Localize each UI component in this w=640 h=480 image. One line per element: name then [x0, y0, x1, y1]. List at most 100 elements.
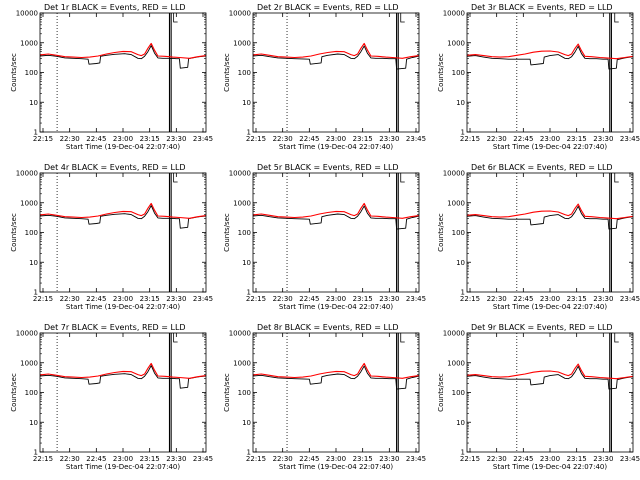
lld-series-line [252, 362, 420, 379]
marker-flag [173, 173, 178, 183]
x-tick-label: 22:30 [487, 295, 507, 303]
x-tick-label: 22:45 [513, 135, 533, 143]
x-tick-label: 23:30 [593, 295, 613, 303]
y-tick-label: 10 [242, 99, 251, 107]
y-tick-label: 100 [452, 229, 465, 237]
x-tick-label: 22:30 [60, 135, 80, 143]
chart-panel: Det 4r BLACK = Events, RED = LLD 1 10 100 10… [10, 163, 213, 311]
y-axis-label: Counts/sec [10, 53, 18, 92]
x-tick-label: 23:15 [567, 135, 587, 143]
x-tick-label: 23:15 [140, 455, 160, 463]
lld-series-line [252, 202, 420, 219]
x-tick-label: 22:30 [60, 295, 80, 303]
y-tick-label: 10 [456, 259, 465, 267]
chart-panel: Det 8r BLACK = Events, RED = LLD 1 10 100 10… [223, 323, 426, 471]
y-tick-label: 10000 [443, 330, 465, 338]
x-axis-label: Start Time (19-Dec-04 22:07:40) [279, 303, 393, 311]
x-tick-label: 22:30 [273, 135, 293, 143]
y-tick-label: 10000 [16, 330, 38, 338]
x-tick-label: 22:30 [487, 135, 507, 143]
chart-panel: Det 7r BLACK = Events, RED = LLD 1 10 100 10… [10, 323, 213, 471]
marker-flag [400, 333, 405, 343]
x-tick-label: 23:30 [166, 295, 186, 303]
y-tick-label: 100 [452, 389, 465, 397]
chart-title: Det 9r BLACK = Events, RED = LLD [471, 323, 613, 332]
marker-flag [614, 13, 619, 23]
y-tick-label: 10000 [229, 330, 251, 338]
marker-flag [614, 173, 619, 183]
y-axis-label: Counts/sec [437, 213, 445, 252]
x-tick-label: 23:00 [326, 455, 346, 463]
events-series-line [466, 205, 634, 230]
plot-frame [252, 332, 420, 453]
x-tick-label: 23:30 [379, 135, 399, 143]
x-tick-label: 22:15 [460, 135, 480, 143]
x-tick-label: 22:45 [513, 455, 533, 463]
y-tick-label: 1 [247, 449, 251, 457]
y-tick-label: 100 [238, 229, 251, 237]
y-tick-label: 1000 [20, 39, 38, 47]
y-tick-label: 1000 [447, 359, 465, 367]
events-series-line [39, 45, 207, 69]
marker-flag [173, 13, 178, 23]
x-tick-label: 23:45 [406, 135, 426, 143]
lld-series-line [466, 203, 634, 220]
chart-title: Det 1r BLACK = Events, RED = LLD [44, 3, 186, 12]
x-tick-label: 22:15 [33, 455, 53, 463]
x-tick-label: 22:30 [273, 295, 293, 303]
y-tick-label: 10000 [16, 170, 38, 178]
x-tick-label: 23:15 [567, 455, 587, 463]
y-axis-label: Counts/sec [10, 213, 18, 252]
x-tick-label: 23:30 [379, 455, 399, 463]
x-tick-label: 23:45 [620, 295, 640, 303]
x-tick-label: 22:30 [60, 455, 80, 463]
plot-frame [39, 332, 207, 453]
y-axis-label: Counts/sec [10, 373, 18, 412]
y-tick-label: 1000 [447, 199, 465, 207]
y-tick-label: 10 [29, 419, 38, 427]
x-tick-label: 22:45 [86, 135, 106, 143]
x-tick-label: 23:30 [166, 135, 186, 143]
y-tick-label: 10000 [229, 10, 251, 18]
events-series-line [466, 365, 634, 390]
x-tick-label: 22:45 [299, 135, 319, 143]
y-tick-label: 100 [25, 69, 38, 77]
x-tick-label: 23:45 [193, 295, 213, 303]
x-tick-label: 23:00 [113, 135, 133, 143]
y-tick-label: 1 [247, 129, 251, 137]
y-tick-label: 1 [247, 289, 251, 297]
plot-frame [39, 172, 207, 293]
y-tick-label: 1 [461, 289, 465, 297]
x-axis-label: Start Time (19-Dec-04 22:07:40) [66, 143, 180, 151]
chart-title: Det 7r BLACK = Events, RED = LLD [44, 323, 186, 332]
x-tick-label: 22:45 [86, 295, 106, 303]
y-tick-label: 100 [25, 229, 38, 237]
x-axis-label: Start Time (19-Dec-04 22:07:40) [493, 303, 607, 311]
x-tick-label: 22:30 [487, 455, 507, 463]
y-tick-label: 1000 [233, 359, 251, 367]
plot-frame [252, 172, 420, 293]
y-tick-label: 100 [452, 69, 465, 77]
y-axis-label: Counts/sec [223, 373, 231, 412]
x-tick-label: 23:30 [593, 455, 613, 463]
x-tick-label: 23:45 [406, 295, 426, 303]
lld-series-line [39, 202, 207, 219]
x-tick-label: 22:15 [246, 135, 266, 143]
y-tick-label: 1 [461, 129, 465, 137]
lld-series-line [466, 363, 634, 380]
y-axis-label: Counts/sec [437, 53, 445, 92]
x-tick-label: 22:45 [86, 455, 106, 463]
y-tick-label: 1000 [20, 199, 38, 207]
x-tick-label: 23:15 [353, 455, 373, 463]
lld-series-line [39, 362, 207, 379]
y-tick-label: 10 [242, 419, 251, 427]
events-series-line [252, 205, 420, 230]
x-axis-label: Start Time (19-Dec-04 22:07:40) [493, 463, 607, 471]
y-tick-label: 1000 [447, 39, 465, 47]
x-tick-label: 23:30 [593, 135, 613, 143]
chart-title: Det 3r BLACK = Events, RED = LLD [471, 3, 613, 12]
y-tick-label: 10 [29, 99, 38, 107]
x-tick-label: 23:15 [353, 135, 373, 143]
y-tick-label: 1000 [20, 359, 38, 367]
